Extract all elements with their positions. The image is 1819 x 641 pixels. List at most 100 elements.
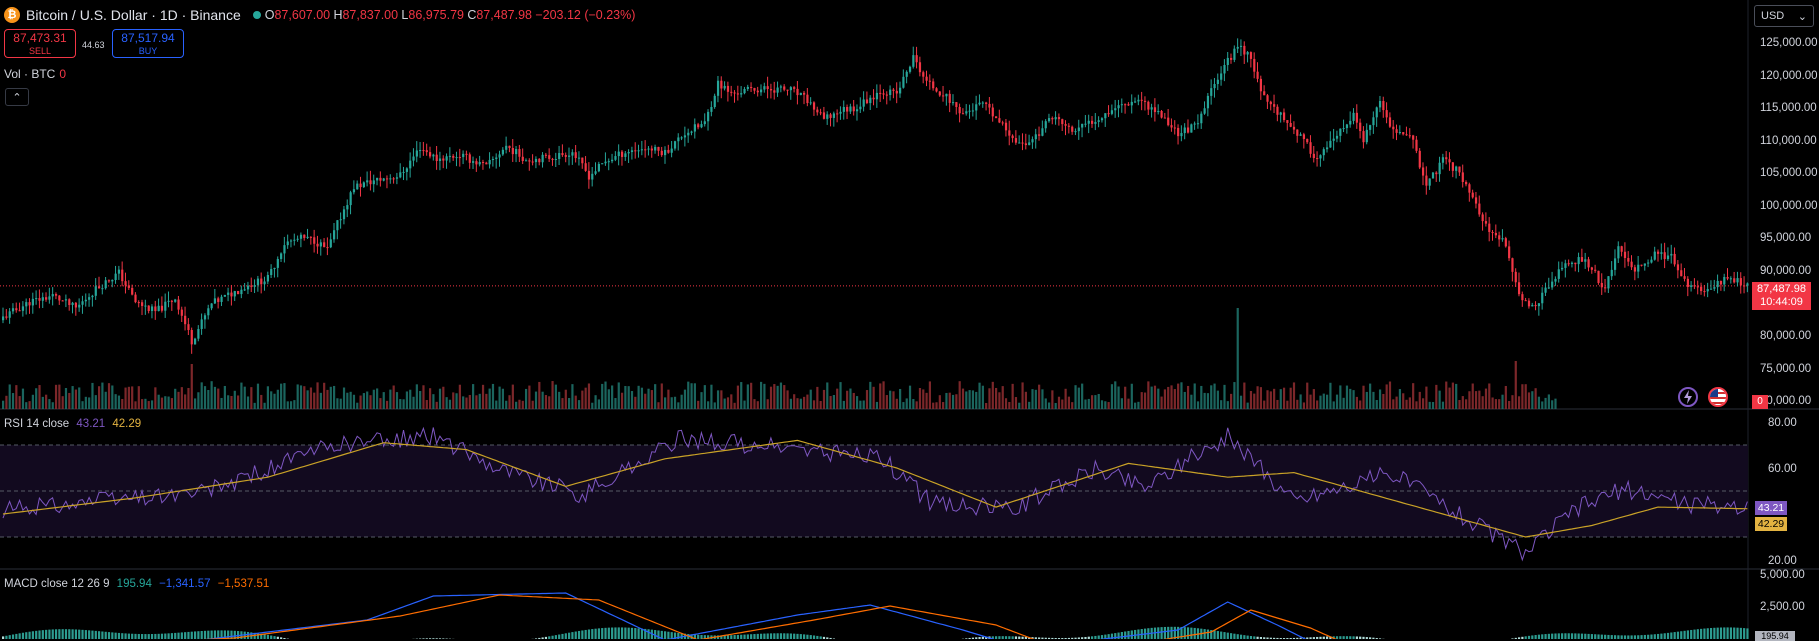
macd-legend[interactable]: MACD close 12 26 9 195.94 −1,341.57 −1,5… (4, 578, 269, 590)
volume-bar (1392, 399, 1394, 409)
volume-bar (551, 381, 553, 409)
candle-body (1558, 269, 1560, 279)
macd-hist-bar (22, 633, 24, 639)
candle-body (515, 149, 517, 154)
volume-bar (1359, 400, 1361, 409)
macd-hist-bar (1617, 635, 1619, 639)
volume-bar (724, 399, 726, 409)
macd-hist-bar (1710, 628, 1712, 639)
volume-bar (634, 397, 636, 409)
macd-hist-bar (1190, 628, 1192, 639)
candle-body (376, 178, 378, 181)
candle-body (1548, 287, 1550, 288)
candle-body (1654, 252, 1656, 260)
macd-hist-bar (1587, 634, 1589, 639)
candle-body (164, 302, 166, 311)
volume-bar (1230, 394, 1232, 409)
volume-bar (422, 385, 424, 409)
symbol-header[interactable]: ₿ Bitcoin / U.S. Dollar · 1D · Binance O… (4, 5, 635, 25)
candle-body (873, 98, 875, 100)
volume-bar (1343, 398, 1345, 409)
candle-body (1253, 59, 1255, 72)
symbol-title[interactable]: Bitcoin / U.S. Dollar · 1D · Binance (26, 7, 241, 23)
volume-bar (1147, 381, 1149, 409)
macd-hist-bar (95, 631, 97, 639)
volume-bar (1382, 394, 1384, 409)
candle-body (1607, 276, 1609, 288)
macd-hist-bar (19, 633, 21, 639)
candle-body (1131, 102, 1133, 105)
volume-bar (1237, 308, 1239, 409)
volume-bar (1346, 386, 1348, 409)
sell-button[interactable]: 87,473.31 SELL (4, 29, 76, 58)
macd-hist-bar (1604, 635, 1606, 639)
candle-body (1336, 136, 1338, 139)
volume-bar (85, 397, 87, 409)
macd-hist-bar (15, 634, 17, 639)
candle-body (919, 62, 921, 72)
candle-body (343, 209, 345, 219)
macd-hist-bar (12, 635, 14, 639)
buy-button[interactable]: 87,517.94 BUY (112, 29, 184, 58)
macd-hist-bar (796, 634, 798, 639)
candle-body (369, 180, 371, 184)
macd-hist-bar (1564, 633, 1566, 639)
candle-body (350, 192, 352, 205)
volume-bar (1349, 389, 1351, 409)
volume-tag: 0 (1752, 395, 1768, 409)
candle-body (677, 137, 679, 141)
candle-body (542, 155, 544, 162)
lightning-icon[interactable] (1678, 387, 1698, 407)
macd-hist-bar (98, 631, 100, 639)
volume-bar (403, 399, 405, 409)
candle-body (813, 102, 815, 109)
price-axis-label: 120,000.00 (1760, 70, 1818, 82)
volume-bar (75, 390, 77, 409)
volume-bar (1538, 397, 1540, 409)
macd-line-value: −1,341.57 (159, 578, 210, 590)
volume-bar (1266, 390, 1268, 409)
candle-body (724, 86, 726, 89)
candle-body (641, 149, 643, 150)
volume-bar (45, 395, 47, 409)
volume-bar (1300, 394, 1302, 409)
volume-bar (743, 401, 745, 409)
volume-bar (978, 383, 980, 409)
candle-body (1515, 272, 1517, 282)
volume-bar (929, 381, 931, 409)
volume-bar (323, 383, 325, 409)
rsi-legend[interactable]: RSI 14 close 43.21 42.29 (4, 418, 141, 430)
us-flag-icon[interactable] (1708, 387, 1728, 407)
volume-bar (1528, 392, 1530, 409)
volume-bar (48, 399, 50, 409)
candle-body (1091, 121, 1093, 124)
volume-bar (1117, 386, 1119, 409)
macd-hist-bar (1243, 635, 1245, 639)
candle-body (1743, 285, 1745, 286)
collapse-legend-button[interactable]: ⌃ (5, 88, 29, 106)
candle-body (197, 329, 199, 339)
macd-hist-bar (740, 635, 742, 639)
candle-body (1352, 113, 1354, 121)
macd-hist-bar (148, 634, 150, 639)
volume-bar (270, 391, 272, 409)
candle-body (1207, 96, 1209, 108)
volume-bar (545, 395, 547, 409)
candle-body (604, 162, 606, 164)
candle-body (1303, 134, 1305, 139)
currency-selector[interactable]: USD ⌄ (1754, 5, 1814, 27)
volume-bar (1554, 399, 1556, 409)
candle-body (101, 288, 103, 289)
candle-body (1382, 101, 1384, 110)
macd-hist-bar (207, 631, 209, 639)
candle-body (323, 242, 325, 247)
candle-body (1538, 303, 1540, 306)
volume-bar (72, 386, 74, 409)
volume-bar (628, 386, 630, 409)
volume-bar (525, 389, 527, 409)
candle-body (935, 88, 937, 91)
candle-body (707, 112, 709, 121)
candle-body (187, 324, 189, 330)
